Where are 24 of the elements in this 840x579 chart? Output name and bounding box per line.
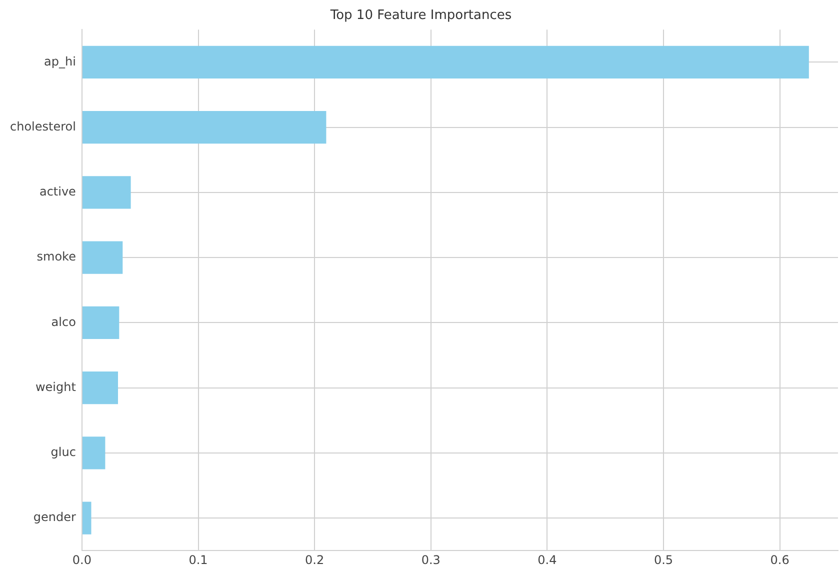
- y-tick-label: smoke: [36, 250, 76, 264]
- y-tick-label: gluc: [50, 445, 76, 460]
- y-tick-label: weight: [35, 380, 76, 394]
- y-tick-label: alco: [51, 314, 76, 329]
- bar: [82, 502, 92, 534]
- bar: [82, 372, 118, 404]
- x-tick-label: 0.3: [421, 552, 440, 567]
- y-tick-label: gender: [33, 510, 76, 524]
- y-tick-label: active: [39, 184, 76, 199]
- bar: [82, 306, 120, 339]
- chart-title: Top 10 Feature Importances: [329, 8, 512, 24]
- y-tick-label: cholesterol: [10, 119, 76, 134]
- bar: [82, 436, 106, 470]
- bar: [82, 46, 809, 78]
- bar: [82, 241, 123, 274]
- bar: [82, 176, 131, 209]
- bar: [82, 111, 326, 144]
- y-tick-label: ap_hi: [44, 54, 76, 68]
- x-tick-label: 0.4: [538, 552, 557, 567]
- x-tick-label: 0.1: [188, 552, 208, 567]
- x-tick-label: 0.0: [72, 552, 92, 567]
- x-tick-label: 0.2: [305, 552, 324, 567]
- x-tick-label: 0.5: [654, 552, 674, 567]
- x-tick-label: 0.6: [770, 552, 790, 567]
